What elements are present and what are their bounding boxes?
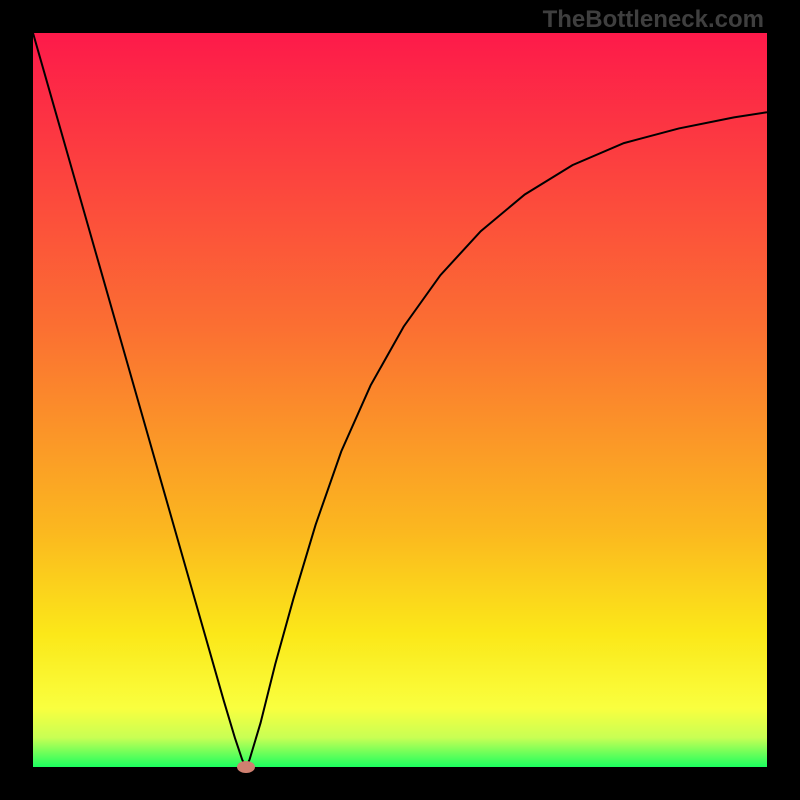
curve-layer — [33, 33, 767, 767]
bottleneck-curve — [33, 33, 767, 767]
optimum-marker — [237, 761, 255, 773]
chart-root: TheBottleneck.com — [0, 0, 800, 800]
plot-area — [33, 33, 767, 767]
watermark-text: TheBottleneck.com — [543, 6, 764, 34]
